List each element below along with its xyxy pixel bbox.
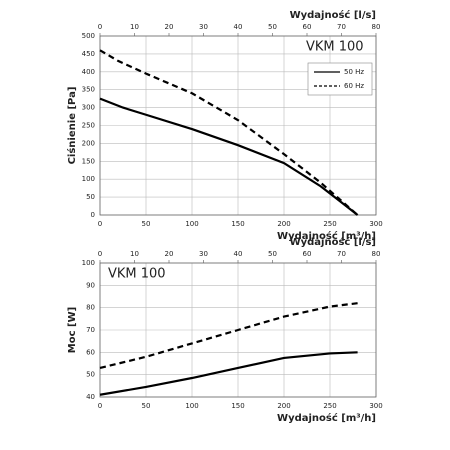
x2-tick-label: 0 — [98, 250, 102, 258]
x2-axis-label: Wydajność [l/s] — [290, 9, 376, 21]
x2-tick-label: 30 — [199, 250, 208, 258]
x2-tick-label: 80 — [372, 250, 381, 258]
x2-tick-label: 70 — [337, 23, 346, 31]
y-tick-label: 100 — [82, 175, 95, 183]
x2-tick-label: 40 — [234, 23, 243, 31]
x2-tick-label: 60 — [303, 23, 312, 31]
x-tick-label: 150 — [231, 402, 244, 410]
y-tick-label: 90 — [86, 281, 95, 289]
y-tick-label: 300 — [82, 104, 95, 112]
plot-frame — [99, 262, 377, 398]
y-tick-label: 350 — [82, 86, 95, 94]
x-tick-label: 200 — [277, 402, 290, 410]
legend-box — [307, 62, 373, 96]
data-line — [99, 351, 358, 396]
x2-tick-label: 20 — [165, 23, 174, 31]
x-axis-label: Wydajność [m³/h] — [277, 230, 376, 242]
x2-tick-label: 10 — [130, 250, 139, 258]
y-axis-label: Moc [W] — [67, 307, 78, 353]
y-tick-label: 70 — [86, 326, 95, 334]
y-axis-label: Ciśnienie [Pa] — [66, 87, 78, 165]
x2-tick-label: 50 — [268, 23, 277, 31]
x-tick-label: 250 — [323, 220, 336, 228]
x2-tick-label: 0 — [98, 23, 102, 31]
data-line — [99, 97, 359, 216]
x2-tick-label: 50 — [268, 250, 277, 258]
x-tick-label: 0 — [98, 220, 102, 228]
legend-label: 60 Hz — [344, 82, 364, 90]
y-tick-label: 500 — [82, 32, 95, 40]
y-tick-label: 100 — [82, 259, 95, 267]
annotation: VKM 100 — [108, 267, 166, 282]
x2-tick-label: 20 — [165, 250, 174, 258]
y-tick-label: 400 — [82, 68, 95, 76]
x2-tick-label: 70 — [337, 250, 346, 258]
x2-tick-label: 60 — [303, 250, 312, 258]
x2-tick-label: 80 — [372, 23, 381, 31]
x-tick-label: 0 — [98, 402, 102, 410]
y-tick-label: 60 — [86, 348, 95, 356]
x-tick-label: 150 — [231, 220, 244, 228]
x2-axis-label: Wydajność [l/s] — [290, 236, 376, 248]
x-tick-label: 100 — [185, 402, 198, 410]
x-tick-label: 100 — [185, 220, 198, 228]
y-tick-label: 200 — [82, 139, 95, 147]
data-line — [99, 302, 358, 370]
annotation: VKM 100 — [306, 40, 364, 55]
x-tick-label: 50 — [142, 402, 151, 410]
y-tick-label: 50 — [86, 193, 95, 201]
y-tick-label: 40 — [86, 393, 95, 401]
y-tick-label: 80 — [86, 304, 95, 312]
x-axis-label: Wydajność [m³/h] — [277, 412, 376, 424]
x-tick-label: 300 — [369, 220, 382, 228]
y-tick-label: 0 — [91, 211, 95, 219]
x2-tick-label: 30 — [199, 23, 208, 31]
plot-frame — [99, 35, 377, 216]
x-tick-label: 200 — [277, 220, 290, 228]
x-tick-label: 50 — [142, 220, 151, 228]
x2-tick-label: 10 — [130, 23, 139, 31]
x2-tick-label: 40 — [234, 250, 243, 258]
data-line — [99, 49, 359, 216]
y-tick-label: 450 — [82, 50, 95, 58]
y-tick-label: 250 — [82, 122, 95, 130]
x-tick-label: 250 — [323, 402, 336, 410]
y-tick-label: 150 — [82, 157, 95, 165]
legend-label: 50 Hz — [344, 68, 364, 76]
y-tick-label: 50 — [86, 371, 95, 379]
x-tick-label: 300 — [369, 402, 382, 410]
